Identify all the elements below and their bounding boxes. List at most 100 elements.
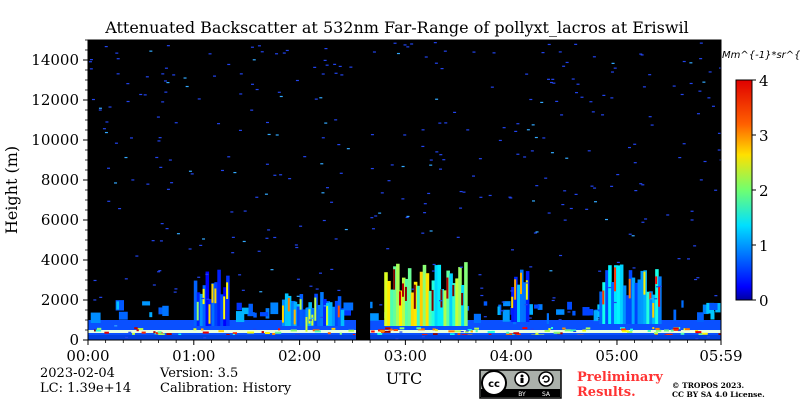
noise-dot [259,291,263,293]
noise-dot [535,185,539,187]
noise-dot [480,287,484,289]
noise-dot [459,207,463,209]
noise-dot [118,207,122,210]
noise-dot [128,331,132,333]
colorbar-ticks: 0 1 2 3 4 [752,72,769,310]
noise-dot [252,59,256,61]
y-tick-label: 6000 [41,211,79,229]
noise-dot [442,159,446,161]
noise-dot [488,194,492,197]
noise-dot [569,207,573,210]
noise-dot [711,105,715,107]
preliminary-line2: Results. [577,385,636,400]
noise-dot [680,93,684,96]
noise-dot [559,254,563,257]
noise-dot [571,78,575,80]
noise-dot [616,261,620,264]
noise-dot [173,291,177,293]
noise-dot [334,119,338,121]
noise-dot [641,221,645,223]
noise-dot [188,170,192,172]
noise-dot [253,328,257,330]
noise-dot [544,177,548,179]
noise-dot [427,192,431,195]
noise-dot [478,158,482,160]
noise-dot [439,300,443,302]
data-gap [356,40,371,340]
noise-dot [257,250,261,252]
noise-dot [552,297,556,299]
noise-dot [267,133,271,136]
noise-dot [238,129,242,131]
noise-dot [114,325,118,327]
noise-dot [401,165,405,168]
noise-dot [596,318,600,320]
noise-dot [628,233,632,235]
noise-dot [410,43,414,45]
x-tick-label: 01:00 [172,347,215,365]
noise-dot [124,156,128,159]
noise-dot [541,52,545,54]
colorbar-tick-label: 4 [759,72,769,90]
noise-dot [492,52,496,54]
noise-dot [231,252,235,254]
noise-dot [324,47,328,50]
noise-dot [502,127,506,129]
noise-dot [116,73,120,75]
x-axis: 00:00 01:00 02:00 03:00 04:00 05:00 05:59 [66,340,743,365]
noise-dot [479,196,483,198]
noise-dot [318,272,322,274]
noise-dot [695,338,699,340]
x-tick-label: 05:00 [595,347,638,365]
noise-dot [633,162,637,164]
noise-dot [714,295,718,297]
noise-dot [642,86,646,88]
noise-dot [174,288,178,290]
noise-dot [299,225,303,227]
noise-dot [699,58,703,60]
noise-dot [429,164,433,166]
noise-dot [108,106,112,108]
noise-dot [323,305,327,307]
noise-dot [403,44,407,46]
noise-dot [433,42,437,44]
noise-dot [529,98,533,101]
noise-dot [273,236,277,239]
noise-dot [320,163,324,165]
noise-dot [277,91,281,93]
noise-dot [159,166,163,168]
noise-dot [199,244,203,247]
noise-dot [99,296,103,298]
noise-dot [658,285,662,288]
noise-dot [115,52,119,54]
noise-dot [498,139,502,142]
noise-dot [295,246,299,249]
noise-dot [525,282,529,284]
noise-dot [580,96,584,98]
noise-dot [717,132,721,134]
noise-dot [370,167,374,170]
noise-dot [690,210,694,212]
noise-dot [689,62,693,64]
noise-dot [587,150,591,152]
noise-dot [654,298,658,300]
noise-dot [677,258,681,260]
noise-dot [531,124,535,126]
noise-dot [550,81,554,84]
noise-dot [443,50,447,52]
feature-cloud [384,262,468,326]
noise-dot [296,295,300,297]
noise-dot [372,51,376,53]
noise-dot [627,146,631,149]
noise-dot [330,268,334,271]
noise-dot [549,270,553,272]
noise-dot [563,190,567,192]
noise-dot [324,122,328,124]
noise-dot [631,235,635,237]
noise-dot [540,101,544,104]
noise-dot [166,81,170,84]
noise-dot [551,78,555,80]
noise-dot [460,331,464,333]
noise-dot [370,217,374,219]
